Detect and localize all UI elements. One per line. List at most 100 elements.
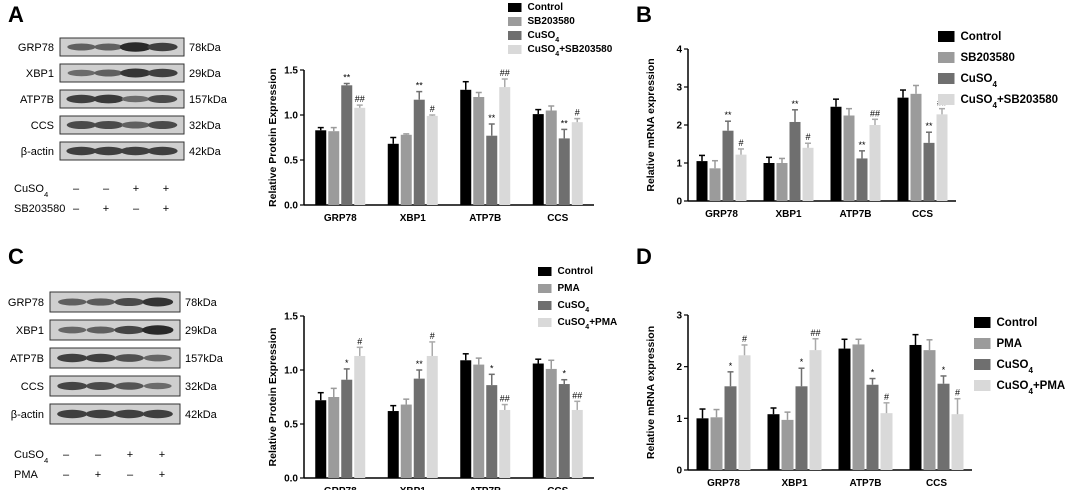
significance-mark: # xyxy=(805,132,810,142)
bar xyxy=(545,110,557,205)
legend-label: CuSO4 xyxy=(961,73,998,89)
panel-letter-d: D xyxy=(636,244,652,269)
blot-band xyxy=(66,146,97,156)
bar-chart-a: 0.0 0.5 1.0 1.5 Relative Protein Expression *… xyxy=(267,2,613,222)
bar xyxy=(795,386,808,470)
legend-label: CuSO4 xyxy=(528,30,560,44)
bar xyxy=(880,413,893,470)
blot-protein-label: XBP1 xyxy=(26,68,54,80)
significance-mark: # xyxy=(738,138,743,148)
panel-letter-c: C xyxy=(8,244,24,269)
legend-label: Control xyxy=(997,317,1038,329)
panel-letter-a: A xyxy=(8,2,24,27)
blot-size-label: 157kDa xyxy=(189,94,228,106)
legend-swatch xyxy=(938,73,955,84)
blot-band xyxy=(143,382,172,390)
western-blot-a: GRP78 78kDa XBP1 29kDa ATP7B 157kDa CCS 32kDa β-… xyxy=(14,37,228,215)
y-tick-label: 2 xyxy=(676,121,682,132)
significance-mark: ## xyxy=(500,394,510,404)
x-tick-label: ATP7B xyxy=(839,209,871,220)
blot-band xyxy=(147,146,178,156)
bar xyxy=(341,85,353,205)
legend-swatch xyxy=(538,301,552,310)
blot-band xyxy=(147,42,178,52)
blot-band xyxy=(93,121,124,129)
y-tick-label: 0.0 xyxy=(284,474,298,485)
bar xyxy=(809,350,822,470)
treatment-label: PMA xyxy=(14,469,39,481)
significance-mark: # xyxy=(575,108,580,118)
y-axis-label: Relative Protein Expression xyxy=(267,68,279,207)
treatment-mark: + xyxy=(159,449,165,461)
blot-band xyxy=(119,42,152,52)
bar xyxy=(460,89,472,205)
y-tick-label: 0 xyxy=(676,466,682,477)
blot-band xyxy=(121,121,150,129)
treatment-mark: – xyxy=(103,183,110,195)
legend-label: Control xyxy=(528,2,564,13)
y-axis-label: Relative mRNA expression xyxy=(645,326,657,459)
western-blot-c: GRP78 78kDa XBP1 29kDa ATP7B 157kDa CCS 32kDa β-… xyxy=(8,291,224,481)
x-tick-label: GRP78 xyxy=(324,486,357,490)
legend-label: CuSO4+SB203580 xyxy=(961,94,1059,110)
blot-band xyxy=(67,43,96,51)
bar xyxy=(354,107,366,205)
legend-swatch xyxy=(974,317,991,328)
treatment-mark: – xyxy=(133,203,140,215)
blot-band xyxy=(114,354,144,362)
bar xyxy=(413,99,425,205)
significance-mark: # xyxy=(884,392,889,402)
blot-protein-label: CCS xyxy=(31,120,54,132)
bar xyxy=(426,355,438,478)
significance-mark: ** xyxy=(925,121,933,131)
bar xyxy=(781,419,794,470)
bar xyxy=(909,344,922,470)
blot-band xyxy=(147,121,178,129)
bar xyxy=(696,161,708,201)
x-tick-label: XBP1 xyxy=(781,478,808,489)
bar xyxy=(315,130,327,205)
bar xyxy=(923,350,936,470)
significance-mark: ** xyxy=(858,140,866,150)
significance-mark: ** xyxy=(791,99,799,109)
blot-band xyxy=(114,382,144,390)
legend-label: SB203580 xyxy=(961,52,1015,64)
x-tick-label: CCS xyxy=(547,213,568,222)
y-axis-label: Relative mRNA expression xyxy=(645,58,657,191)
y-tick-label: 3 xyxy=(676,311,682,322)
blot-band xyxy=(121,95,150,103)
blot-band xyxy=(142,409,173,419)
treatment-mark: – xyxy=(95,449,102,461)
bar xyxy=(473,97,485,205)
y-tick-label: 0.5 xyxy=(284,156,298,167)
legend-swatch xyxy=(938,94,955,105)
legend-swatch xyxy=(538,284,552,293)
blot-band xyxy=(142,297,174,307)
blot-band xyxy=(57,353,88,363)
x-tick-label: GRP78 xyxy=(324,213,357,222)
blot-size-label: 32kDa xyxy=(185,381,218,393)
x-tick-label: XBP1 xyxy=(400,486,427,490)
blot-protein-label: ATP7B xyxy=(10,353,44,365)
bar xyxy=(722,130,734,201)
treatment-mark: – xyxy=(63,469,70,481)
bar xyxy=(571,122,583,205)
bar xyxy=(387,411,399,478)
bar xyxy=(413,378,425,478)
blot-band xyxy=(93,94,124,104)
significance-mark: * xyxy=(562,369,566,379)
y-tick-label: 4 xyxy=(676,45,682,56)
legend-label: CuSO4 xyxy=(997,359,1034,375)
treatment-mark: + xyxy=(95,469,101,481)
y-tick-label: 1.0 xyxy=(284,111,298,122)
bar xyxy=(328,397,340,478)
significance-mark: * xyxy=(345,358,349,368)
blot-band xyxy=(85,409,116,419)
bar xyxy=(843,115,855,201)
blot-band xyxy=(114,325,145,335)
significance-mark: ** xyxy=(488,113,496,123)
significance-mark: ## xyxy=(810,328,820,338)
legend-swatch xyxy=(938,31,955,42)
blot-band xyxy=(85,382,116,390)
